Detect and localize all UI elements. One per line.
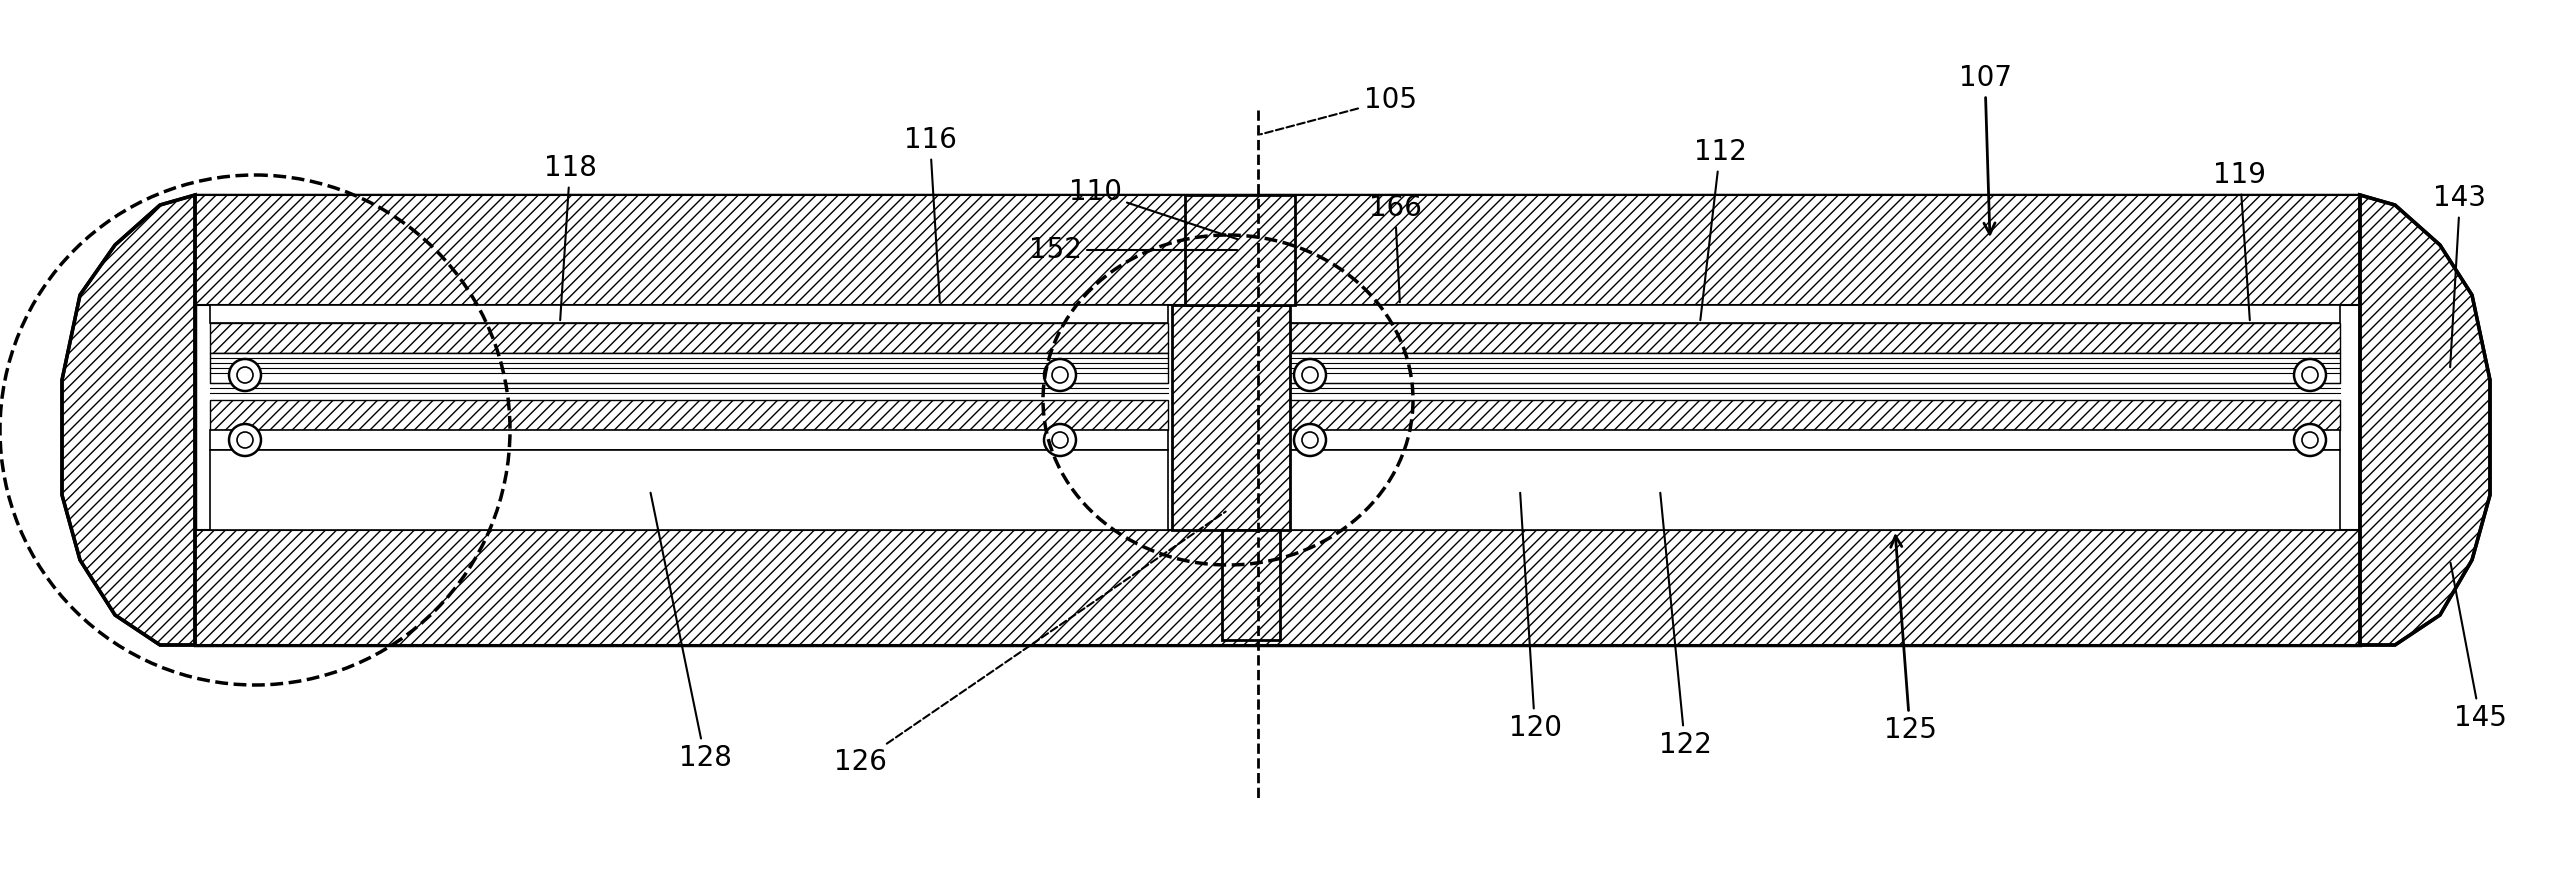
Bar bbox=[1197, 220, 1284, 305]
Bar bbox=[196, 530, 2360, 645]
Text: 110: 110 bbox=[1068, 178, 1238, 239]
Circle shape bbox=[2301, 367, 2319, 383]
Bar bbox=[1290, 323, 2340, 353]
Bar bbox=[211, 450, 1169, 530]
Circle shape bbox=[1053, 432, 1068, 448]
Bar bbox=[1290, 400, 2340, 430]
Bar bbox=[211, 305, 1169, 323]
Bar bbox=[196, 195, 2360, 305]
Circle shape bbox=[1295, 424, 1326, 456]
Text: 126: 126 bbox=[834, 512, 1225, 776]
Bar bbox=[1184, 195, 1295, 305]
Bar bbox=[1290, 430, 2340, 450]
Text: 143: 143 bbox=[2432, 184, 2486, 368]
Bar bbox=[1223, 530, 1279, 640]
Circle shape bbox=[229, 359, 260, 391]
Text: 120: 120 bbox=[1508, 493, 1562, 742]
Text: 152: 152 bbox=[1030, 236, 1238, 264]
Text: 118: 118 bbox=[543, 154, 597, 320]
Circle shape bbox=[1045, 424, 1076, 456]
Text: 128: 128 bbox=[651, 493, 731, 772]
Text: 122: 122 bbox=[1658, 493, 1712, 759]
Text: 112: 112 bbox=[1694, 138, 1745, 320]
Bar bbox=[211, 323, 1169, 353]
Bar bbox=[211, 400, 1169, 430]
Text: 145: 145 bbox=[2450, 563, 2507, 732]
Circle shape bbox=[2293, 424, 2327, 456]
Text: 116: 116 bbox=[903, 126, 958, 302]
Circle shape bbox=[229, 424, 260, 456]
Text: 125: 125 bbox=[1884, 536, 1936, 744]
Circle shape bbox=[1045, 359, 1076, 391]
Circle shape bbox=[2301, 432, 2319, 448]
Bar bbox=[1171, 305, 1290, 530]
Bar bbox=[196, 195, 2360, 645]
Text: 166: 166 bbox=[1369, 194, 1421, 302]
Circle shape bbox=[1053, 367, 1068, 383]
Bar bbox=[1290, 305, 2340, 323]
Bar bbox=[1290, 450, 2340, 530]
Circle shape bbox=[2293, 359, 2327, 391]
Bar bbox=[1290, 353, 2340, 383]
Polygon shape bbox=[62, 195, 196, 645]
Circle shape bbox=[1302, 367, 1318, 383]
Circle shape bbox=[237, 367, 252, 383]
Text: 119: 119 bbox=[2214, 161, 2268, 320]
Text: 105: 105 bbox=[1261, 86, 1416, 134]
Circle shape bbox=[1302, 432, 1318, 448]
Text: 107: 107 bbox=[1959, 64, 2010, 234]
Circle shape bbox=[237, 432, 252, 448]
Circle shape bbox=[1295, 359, 1326, 391]
Polygon shape bbox=[2360, 195, 2489, 645]
Bar bbox=[211, 430, 1169, 450]
Bar bbox=[211, 353, 1169, 383]
